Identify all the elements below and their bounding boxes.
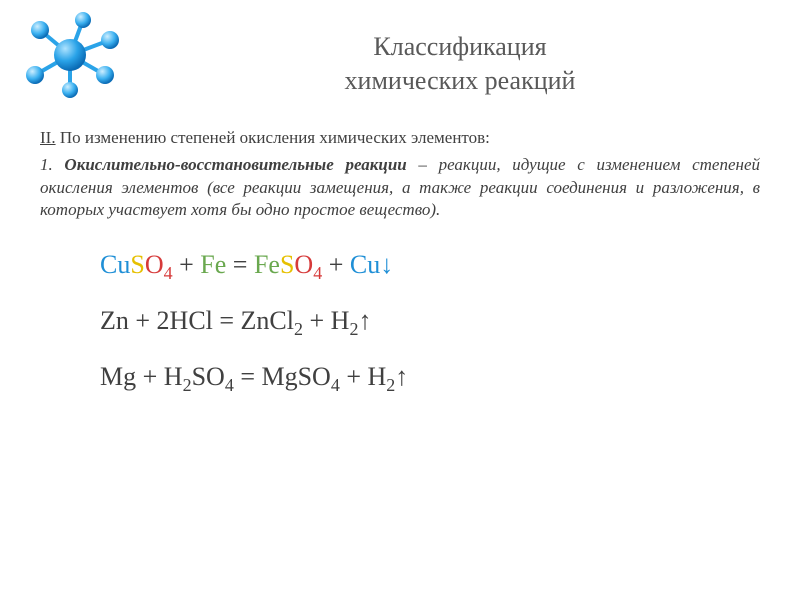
eq2-arrow: ↑ bbox=[358, 306, 371, 335]
eq3-arrow: ↑ bbox=[395, 362, 408, 391]
eq2-sub1: 2 bbox=[294, 320, 303, 340]
eq1-fe1: Fe bbox=[200, 250, 226, 279]
definition-paragraph: 1. Окислительно-восстановительные реакци… bbox=[40, 154, 760, 223]
eq3-c: = MgSO bbox=[234, 362, 331, 391]
title-line-1: Классификация bbox=[160, 30, 760, 64]
eq1-sub4b: 4 bbox=[313, 264, 322, 284]
slide: Классификация химических реакций II. По … bbox=[0, 0, 800, 600]
slide-title: Классификация химических реакций bbox=[160, 30, 760, 98]
eq3-sub4: 2 bbox=[386, 376, 395, 396]
equations-block: CuSO4 + Fe = FeSO4 + Cu↓ Zn + 2HCl = ZnC… bbox=[100, 250, 760, 392]
section-rest: По изменению степеней окисления химическ… bbox=[56, 128, 490, 147]
equation-1: CuSO4 + Fe = FeSO4 + Cu↓ bbox=[100, 250, 760, 280]
eq3-d: + H bbox=[340, 362, 386, 391]
eq1-s2: S bbox=[280, 250, 294, 279]
eq3-a: Mg + H bbox=[100, 362, 183, 391]
eq1-eq: = bbox=[226, 250, 254, 279]
eq1-arrow: ↓ bbox=[380, 250, 393, 279]
eq1-o1: O bbox=[145, 250, 164, 279]
section-heading: II. По изменению степеней окисления хими… bbox=[40, 128, 760, 148]
eq1-o2: O bbox=[294, 250, 313, 279]
molecule-icon bbox=[15, 10, 125, 100]
eq1-plus2: + bbox=[322, 250, 350, 279]
eq1-cu1: Cu bbox=[100, 250, 130, 279]
eq3-sub2: 4 bbox=[225, 376, 234, 396]
eq2-a: Zn + 2HCl = ZnCl bbox=[100, 306, 294, 335]
eq3-sub3: 4 bbox=[331, 376, 340, 396]
equation-2: Zn + 2HCl = ZnCl2 + H2↑ bbox=[100, 306, 760, 336]
eq1-cu2: Cu bbox=[350, 250, 380, 279]
eq2-mid: + H bbox=[303, 306, 349, 335]
eq1-fe2: Fe bbox=[254, 250, 280, 279]
eq3-b: SO bbox=[192, 362, 225, 391]
title-line-2: химических реакций bbox=[160, 64, 760, 98]
definition-term: Окислительно-восстановительные реакции bbox=[64, 155, 406, 174]
equation-3: Mg + H2SO4 = MgSO4 + H2↑ bbox=[100, 362, 760, 392]
eq3-sub1: 2 bbox=[183, 376, 192, 396]
definition-lead: 1. bbox=[40, 155, 64, 174]
section-roman: II. bbox=[40, 128, 56, 147]
eq1-plus1: + bbox=[173, 250, 201, 279]
eq1-s1: S bbox=[130, 250, 144, 279]
eq1-sub4a: 4 bbox=[164, 264, 173, 284]
